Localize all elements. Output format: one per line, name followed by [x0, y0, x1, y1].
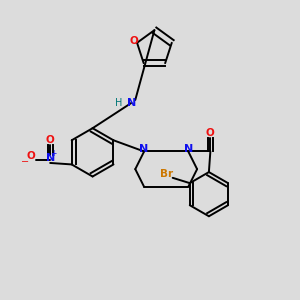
Text: N: N	[127, 98, 136, 108]
Text: N: N	[46, 153, 55, 163]
Text: N: N	[184, 144, 193, 154]
Text: O: O	[46, 135, 55, 145]
Text: −: −	[21, 157, 29, 167]
Text: H: H	[116, 98, 123, 108]
Text: Br: Br	[160, 169, 173, 179]
Text: O: O	[206, 128, 215, 138]
Text: N: N	[140, 144, 149, 154]
Text: +: +	[50, 149, 57, 158]
Text: O: O	[129, 36, 138, 46]
Text: O: O	[26, 152, 35, 161]
